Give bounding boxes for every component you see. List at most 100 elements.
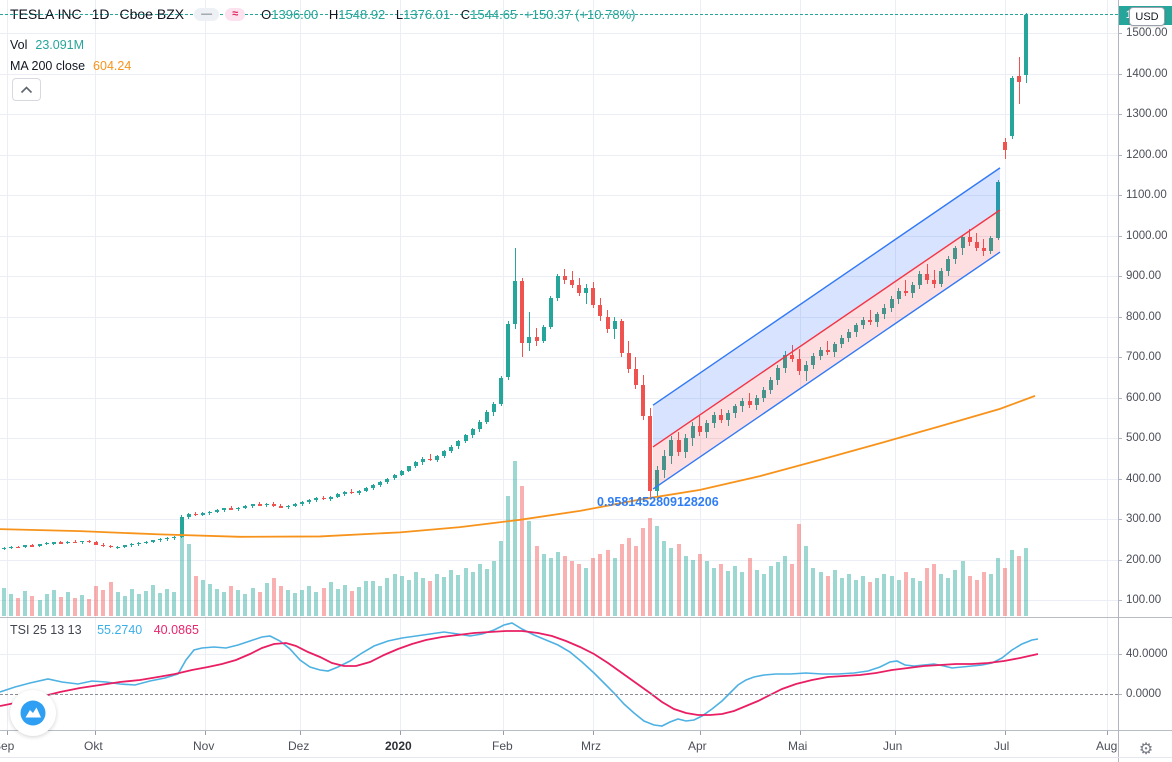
candle-body — [207, 511, 212, 513]
volume-bar — [832, 570, 837, 616]
candle-body — [960, 237, 965, 249]
symbol-legend: TESLA INC 1D Cboe BZX — ≈ O1396.00 H1548… — [10, 6, 635, 22]
symbol-name[interactable]: TESLA INC — [10, 6, 82, 22]
candle-body — [662, 456, 667, 471]
gear-icon: ⚙ — [1138, 741, 1154, 758]
volume-bar — [144, 591, 148, 616]
currency-toggle-button[interactable]: USD — [1129, 7, 1165, 26]
candle-body — [846, 331, 851, 338]
candle-body — [371, 484, 376, 488]
volume-bar — [527, 521, 532, 616]
tsi-legend: TSI 25 13 13 55.2740 40.0865 — [10, 623, 199, 637]
volume-bar — [307, 586, 312, 616]
price-axis-background[interactable] — [1119, 0, 1172, 762]
volume-bar — [513, 461, 518, 616]
candle-body — [882, 307, 887, 315]
volume-bar — [477, 564, 482, 616]
volume-bar — [790, 564, 795, 616]
time-axis-tick — [300, 731, 301, 735]
volume-bar — [662, 541, 667, 616]
gridline-horizontal — [0, 114, 1118, 115]
volume-bar — [669, 548, 674, 616]
candle-body — [591, 288, 596, 306]
volume-bar — [967, 576, 972, 616]
candle-body — [44, 543, 49, 545]
volume-bar — [811, 568, 816, 616]
candle-body — [307, 499, 312, 502]
price-axis-label: 800.00 — [1117, 310, 1162, 323]
volume-bar — [740, 572, 745, 616]
time-axis-label: Jul — [994, 739, 1010, 753]
candle-body — [996, 182, 1000, 238]
gridline-horizontal — [0, 654, 1118, 655]
candle-body — [534, 336, 539, 341]
candle-body — [768, 380, 773, 391]
candle-body — [250, 504, 255, 507]
price-axis-label: 1300.00 — [1118, 108, 1168, 120]
pane-divider-tsi-time[interactable] — [0, 730, 1172, 731]
volume-bar — [200, 580, 205, 616]
volume-bar — [172, 592, 177, 616]
candle-body — [988, 237, 993, 251]
collapse-legend-button[interactable] — [12, 78, 41, 101]
pane-divider-price-tsi[interactable] — [0, 617, 1172, 618]
exchange-label[interactable]: Cboe BZX — [119, 6, 185, 22]
candle-wick — [827, 340, 829, 355]
logo-button[interactable] — [10, 690, 56, 736]
candle-body — [633, 369, 638, 386]
candle-body — [932, 280, 937, 285]
gridline-vertical — [503, 0, 504, 730]
volume-bar — [676, 544, 681, 616]
wave-pill-icon[interactable]: ≈ — [225, 7, 246, 21]
candle-body — [115, 546, 120, 548]
candle-body — [349, 491, 354, 494]
volume-bar — [385, 578, 390, 616]
ohlc-values: O1396.00 H1548.92 L1376.01 C1544.65 — [261, 7, 524, 22]
candle-wick — [933, 269, 935, 289]
volume-bar — [328, 582, 333, 616]
volume-bar — [946, 578, 951, 616]
volume-bar — [825, 576, 830, 616]
candle-wick — [791, 344, 793, 362]
candle-body — [65, 541, 70, 543]
volume-bar — [30, 596, 35, 616]
close-value: 1544.65 — [470, 6, 518, 22]
candle-body — [641, 385, 645, 416]
candle-body — [917, 273, 922, 285]
volume-bar — [704, 561, 709, 616]
volume-bar — [1010, 550, 1015, 616]
tsi-label[interactable]: TSI 25 13 13 — [10, 623, 82, 637]
volume-bar — [456, 575, 461, 616]
interval-label[interactable]: 1D — [91, 6, 110, 22]
candle-body — [861, 319, 866, 326]
time-axis-tick — [593, 731, 594, 735]
volume-bar — [712, 568, 716, 616]
dash-pill-icon[interactable]: — — [194, 7, 220, 21]
candle-body — [811, 356, 816, 366]
candle-body — [925, 273, 929, 281]
candle-body — [108, 546, 113, 548]
price-axis-label: 200.00 — [1117, 553, 1162, 566]
candle-body — [726, 412, 731, 420]
volume-bar — [58, 597, 63, 616]
candle-body — [619, 320, 624, 353]
gridline-horizontal — [0, 195, 1118, 196]
tsi-slow-value: 40.0865 — [153, 623, 199, 637]
candle-body — [222, 508, 227, 511]
candle-body — [413, 462, 418, 467]
low-value: 1376.01 — [403, 6, 451, 22]
price-axis-label: 500.00 — [1117, 432, 1162, 444]
candle-body — [626, 352, 631, 370]
currency-label: USD — [1135, 10, 1159, 23]
settings-button[interactable]: ⚙ — [1134, 738, 1158, 760]
volume-bar — [875, 578, 880, 616]
volume-bar — [278, 586, 283, 616]
time-axis-label: Feb — [492, 739, 513, 753]
candle-body — [122, 545, 127, 547]
ma-value: 604.24 — [93, 59, 132, 73]
candle-body — [541, 326, 546, 341]
volume-bar — [207, 584, 212, 616]
volume-bar — [406, 580, 411, 616]
